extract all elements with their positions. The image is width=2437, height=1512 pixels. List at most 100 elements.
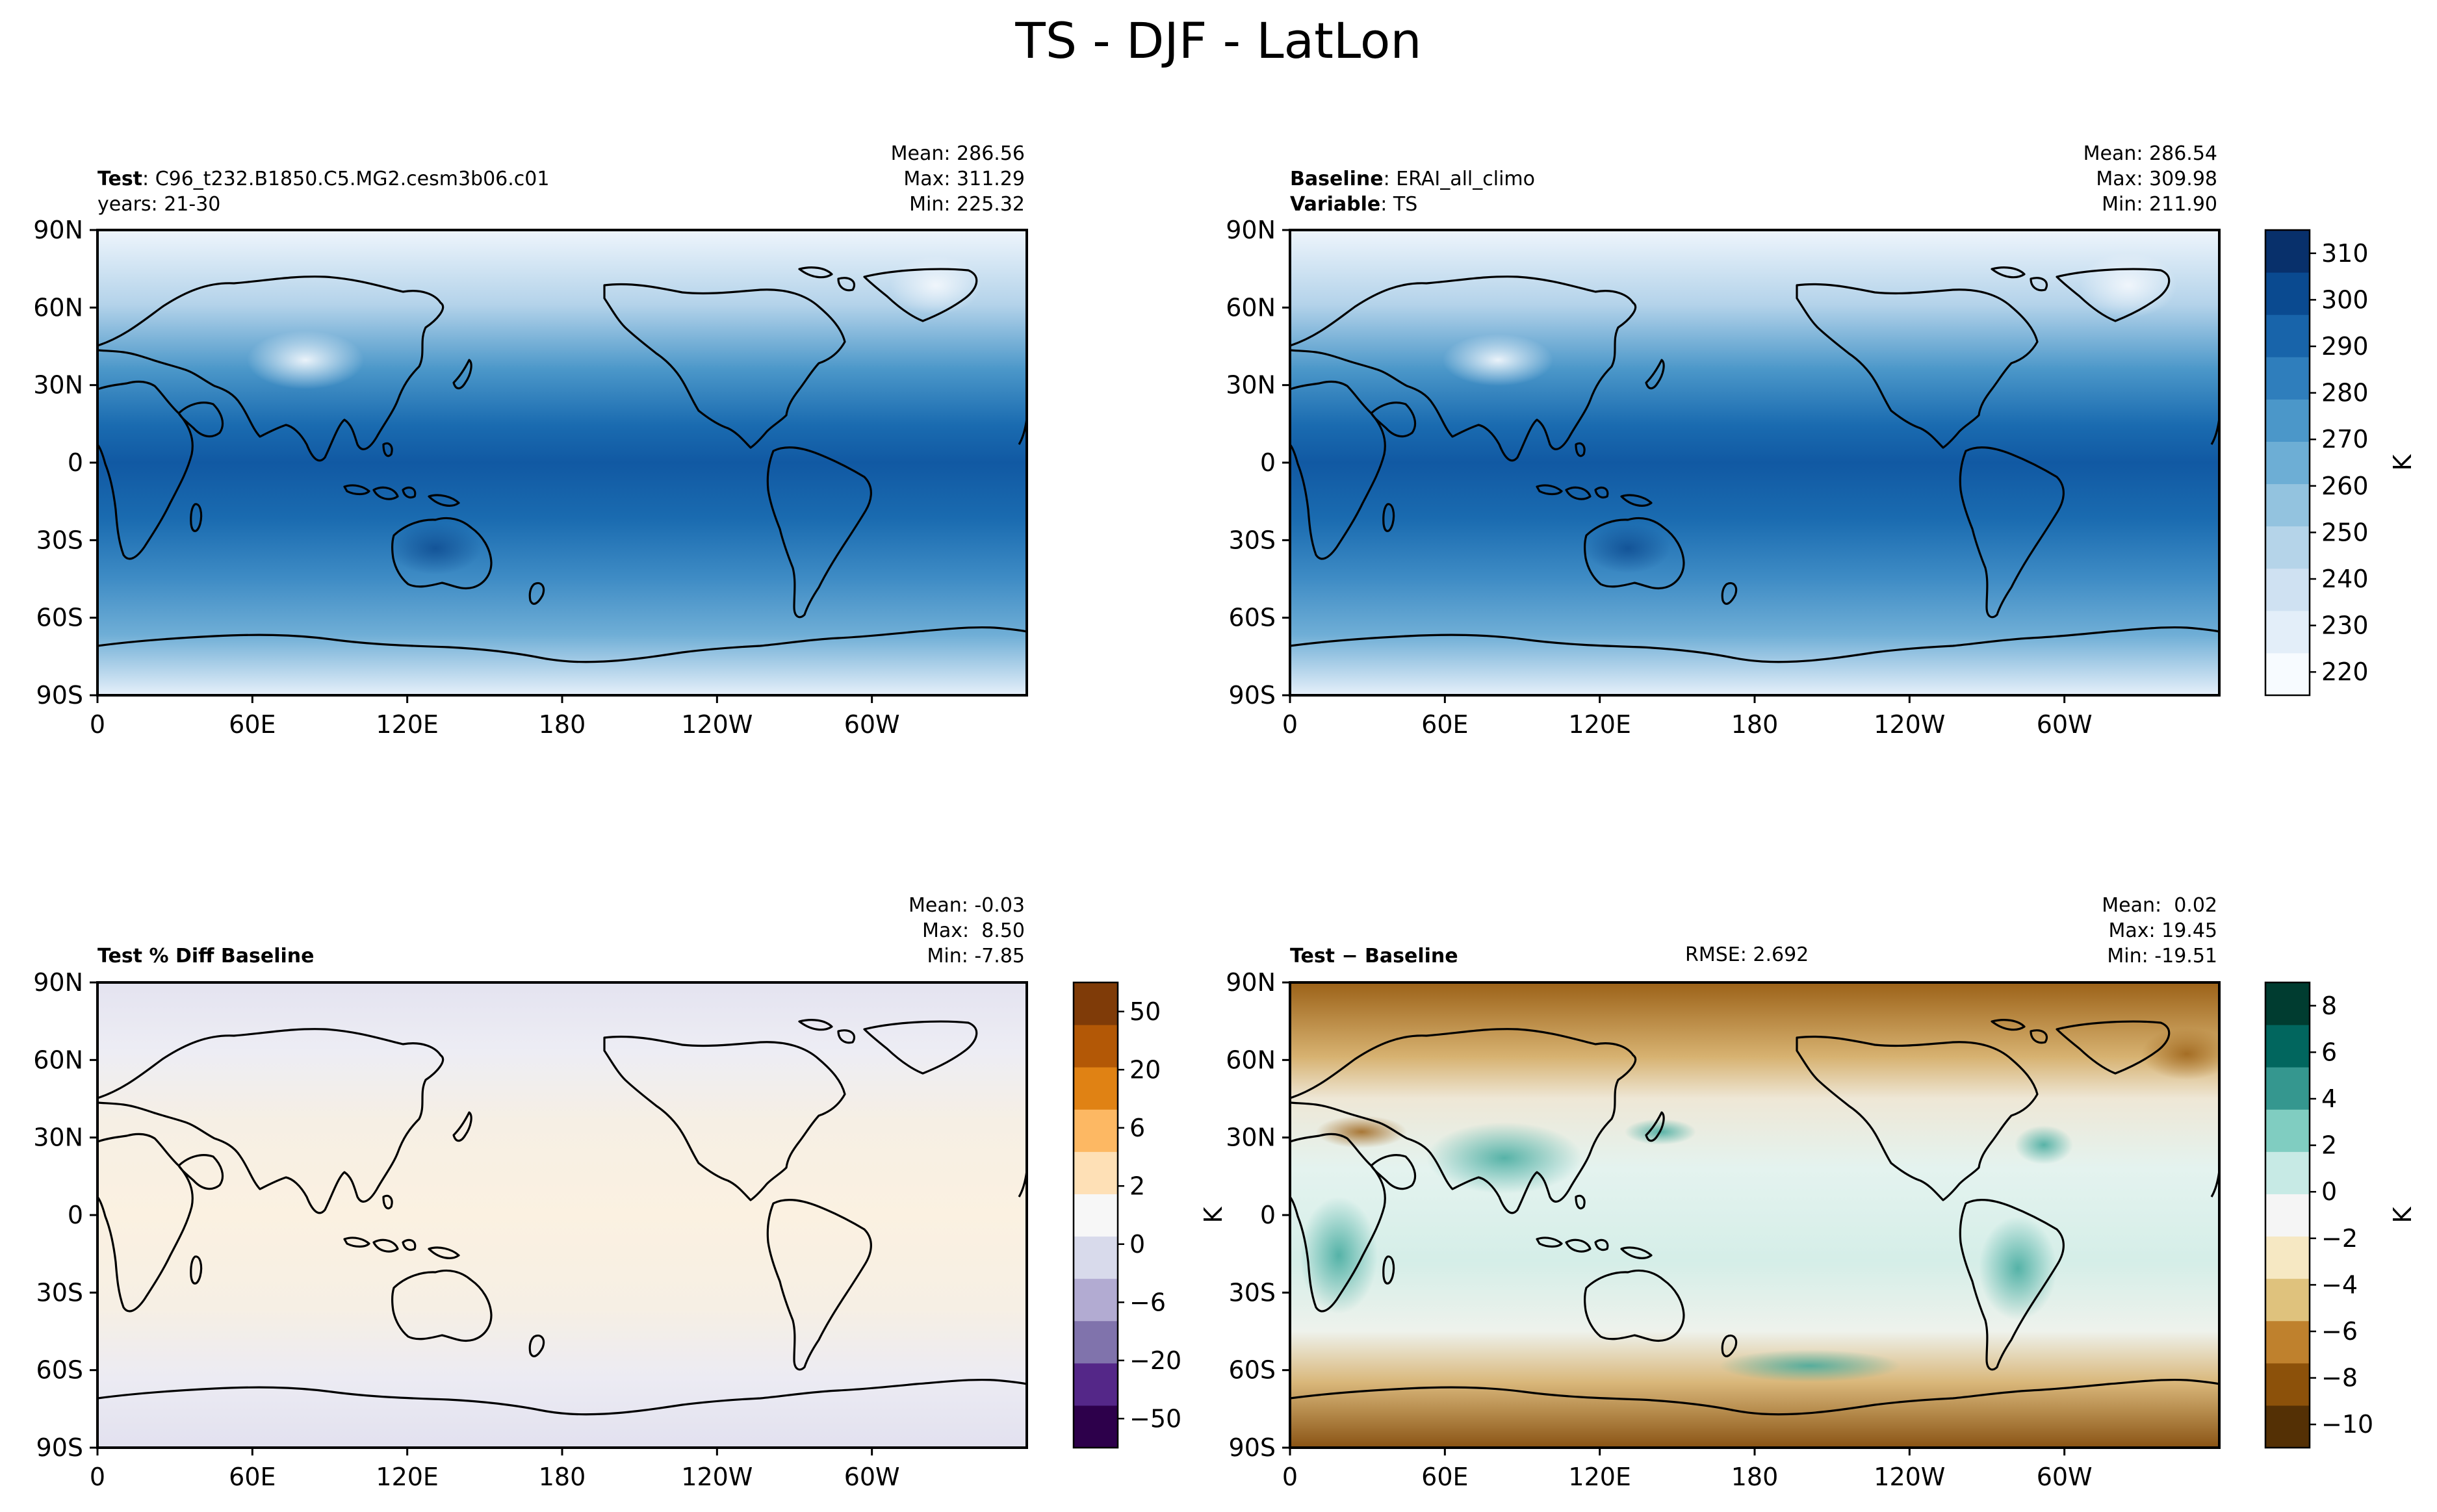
diff-colorbar-tick-label: −4 <box>2321 1270 2358 1299</box>
baseline-field <box>1290 230 2219 695</box>
test-field <box>97 230 1027 695</box>
baseline-label-value: ERAI_all_climo <box>1396 168 1535 190</box>
temperature-colorbar-segment <box>2265 610 2310 654</box>
diff-lon-tick-label: 120E <box>1568 1463 1631 1491</box>
pctdiff-mean: Mean: -0.03 <box>908 894 1025 917</box>
diff-southamerica-anomaly <box>1979 1216 2057 1320</box>
pctdiff-colorbar-segment <box>1074 1025 1118 1068</box>
diff-mean: Mean: 0.02 <box>2102 894 2217 917</box>
diff-colorbar-tick-label: 0 <box>2321 1177 2337 1206</box>
baseline-australia-warm <box>1586 524 1670 573</box>
test-lon-tick-label: 180 <box>539 710 586 739</box>
test-panel-label: Test: C96_t232.B1850.C5.MG2.cesm3b06.c01… <box>97 168 550 216</box>
diff-colorbar-tick-label: −6 <box>2321 1317 2358 1346</box>
diff-colorbar-segment <box>2265 1320 2310 1364</box>
diff-sahara-anomaly <box>1316 1116 1407 1148</box>
pctdiff-colorbar-segment <box>1074 1405 1118 1448</box>
baseline-mean: Mean: 286.54 <box>2083 142 2217 165</box>
diff-lon-tick-label: 0 <box>1282 1463 1298 1491</box>
diff-lat-tick-label: 30N <box>1226 1123 1276 1152</box>
temperature-colorbar-unit: K <box>2388 454 2417 470</box>
test-lat-tick-label: 90S <box>36 681 83 710</box>
baseline-label-name: Baseline <box>1290 168 1384 190</box>
test-lon-tick-label: 0 <box>90 710 105 739</box>
pctdiff-colorbar-segment <box>1074 1109 1118 1152</box>
baseline-panel-label: Baseline: ERAI_all_climo Variable: TS <box>1290 168 1535 216</box>
pctdiff-colorbar-segment <box>1074 1067 1118 1110</box>
temperature-colorbar-tick-label: 250 <box>2321 518 2369 546</box>
diff-lat-tick-label: 0 <box>1260 1201 1276 1229</box>
pctdiff-colorbar-segment <box>1074 1363 1118 1406</box>
temperature-colorbar-tick-label: 220 <box>2321 658 2369 686</box>
temperature-colorbar-tick-label: 290 <box>2321 332 2369 361</box>
pctdiff-colorbar-tick-label: −6 <box>1129 1288 1166 1316</box>
temperature-colorbar-tick-label: 310 <box>2321 239 2369 268</box>
diff-southern-ocean-anomaly <box>1719 1350 1901 1382</box>
pctdiff-colorbar-tick-label: 0 <box>1129 1230 1145 1259</box>
temperature-colorbar-frame <box>2264 229 2311 697</box>
baseline-lat-tick-label: 0 <box>1260 448 1276 477</box>
temperature-colorbar-segment <box>2265 526 2310 569</box>
diff-gulfstream-anomaly <box>2015 1125 2073 1164</box>
diff-colorbar-tick-label: −10 <box>2321 1410 2373 1439</box>
diff-colorbar-tick-label: 4 <box>2321 1084 2337 1113</box>
temperature-colorbar-segment <box>2265 441 2310 485</box>
diff-colorbar-segment <box>2265 982 2310 1025</box>
diff-max: Max: 19.45 <box>2108 919 2217 942</box>
diff-label: Test − Baseline <box>1290 945 1458 967</box>
test-australia-warm <box>390 522 481 574</box>
diff-colorbar-segment <box>2265 1405 2310 1448</box>
baseline-max: Max: 309.98 <box>2096 168 2217 190</box>
pctdiff-colorbar-tick-label: −20 <box>1129 1346 1181 1375</box>
diff-panel-label: Test − Baseline <box>1290 943 1458 969</box>
pctdiff-colorbar-segment <box>1074 1278 1118 1322</box>
diff-asia-anomaly <box>1426 1122 1582 1194</box>
pctdiff-stats: Mean: -0.03 Max: 8.50 Min: -7.85 <box>909 893 1025 969</box>
temperature-colorbar-tick-label: 280 <box>2321 379 2369 407</box>
variable-label-name: Variable <box>1290 193 1381 216</box>
diff-colorbar-segment <box>2265 1151 2310 1194</box>
test-lat-tick-label: 90N <box>33 216 83 244</box>
pctdiff-map <box>96 981 1028 1449</box>
diff-lat-tick-label: 90N <box>1226 968 1276 997</box>
diff-colorbar-segment <box>2265 1278 2310 1322</box>
diff-stats: Mean: 0.02 Max: 19.45 Min: -19.51 <box>2102 893 2217 969</box>
test-years: years: 21-30 <box>97 193 221 216</box>
pctdiff-colorbar-segment <box>1074 1151 1118 1194</box>
diff-axis-unit: K <box>1199 1206 1228 1223</box>
baseline-stats: Mean: 286.54 Max: 309.98 Min: 211.90 <box>2083 141 2217 217</box>
test-min: Min: 225.32 <box>909 193 1025 216</box>
diff-colorbar-unit: K <box>2388 1206 2417 1223</box>
diff-lon-tick-label: 60W <box>2037 1463 2093 1491</box>
baseline-lat-tick-label: 30S <box>1229 526 1276 554</box>
diff-lat-tick-label: 90S <box>1229 1433 1276 1462</box>
temperature-colorbar-segment <box>2265 652 2310 696</box>
diff-colorbar-frame <box>2264 981 2311 1449</box>
diff-colorbar: 8 6 4 2 0 −2 −4 −6 −8 −10 K <box>2264 981 2417 1449</box>
baseline-lon-tick-label: 60W <box>2037 710 2093 739</box>
pctdiff-colorbar-tick-label: 2 <box>1129 1172 1145 1200</box>
temperature-colorbar-tick-label: 270 <box>2321 425 2369 454</box>
diff-colorbar-segment <box>2265 1109 2310 1152</box>
test-lat-tick-label: 30N <box>33 371 83 400</box>
pctdiff-lon-tick-label: 120W <box>681 1463 753 1491</box>
pctdiff-label: Test % Diff Baseline <box>97 945 315 967</box>
diff-lon-tick-label: 120W <box>1874 1463 1945 1491</box>
test-mean: Mean: 286.56 <box>890 142 1025 165</box>
test-stats: Mean: 286.56 Max: 311.29 Min: 225.32 <box>891 141 1025 217</box>
pctdiff-lon-tick-label: 60W <box>844 1463 900 1491</box>
diff-lon-tick-label: 180 <box>1731 1463 1779 1491</box>
temperature-colorbar-segment <box>2265 272 2310 315</box>
temperature-colorbar-segment <box>2265 568 2310 611</box>
pctdiff-lat-tick-label: 60N <box>33 1045 83 1074</box>
test-lon-tick-label: 120E <box>376 710 439 739</box>
pctdiff-colorbar-tick-label: 50 <box>1129 997 1161 1026</box>
diff-colorbar-segment <box>2265 1025 2310 1068</box>
test-lon-tick-label: 120W <box>681 710 753 739</box>
temperature-colorbar-segment <box>2265 314 2310 357</box>
diff-min: Min: -19.51 <box>2107 945 2217 967</box>
temperature-colorbar-tick-label: 300 <box>2321 285 2369 314</box>
baseline-lat-tick-label: 90S <box>1229 681 1276 710</box>
